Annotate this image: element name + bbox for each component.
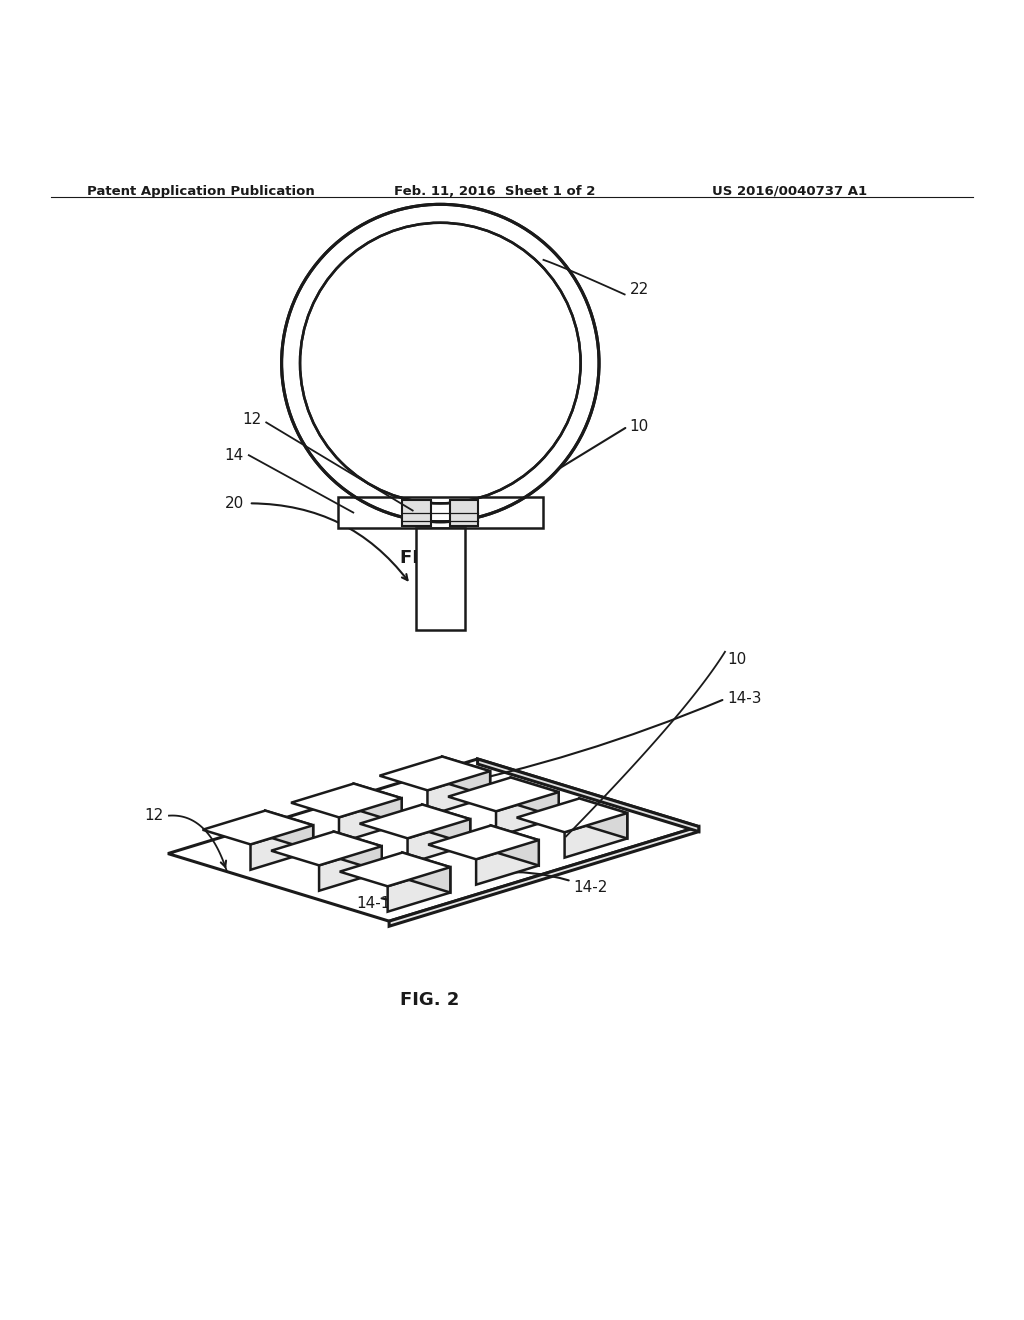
Polygon shape bbox=[477, 759, 698, 832]
Polygon shape bbox=[427, 771, 490, 816]
Text: 14: 14 bbox=[353, 859, 373, 874]
Polygon shape bbox=[511, 777, 559, 817]
Text: 10: 10 bbox=[727, 652, 746, 668]
Polygon shape bbox=[168, 759, 698, 921]
Polygon shape bbox=[408, 820, 470, 863]
Polygon shape bbox=[496, 792, 559, 837]
Text: US 2016/0040737 A1: US 2016/0040737 A1 bbox=[712, 185, 866, 198]
Polygon shape bbox=[340, 853, 451, 886]
Polygon shape bbox=[580, 799, 628, 838]
Text: FIG. 1: FIG. 1 bbox=[400, 549, 460, 566]
Text: 12: 12 bbox=[242, 412, 261, 426]
Polygon shape bbox=[380, 756, 490, 791]
Text: Feb. 11, 2016  Sheet 1 of 2: Feb. 11, 2016 Sheet 1 of 2 bbox=[394, 185, 596, 198]
Text: 22: 22 bbox=[630, 281, 649, 297]
Circle shape bbox=[283, 206, 598, 520]
Polygon shape bbox=[388, 867, 451, 912]
Text: 12: 12 bbox=[144, 808, 164, 824]
Text: 10: 10 bbox=[630, 418, 649, 434]
Text: Patent Application Publication: Patent Application Publication bbox=[87, 185, 314, 198]
Polygon shape bbox=[422, 804, 470, 845]
Polygon shape bbox=[251, 825, 313, 870]
Polygon shape bbox=[265, 810, 313, 850]
Polygon shape bbox=[319, 846, 382, 891]
Polygon shape bbox=[442, 756, 490, 796]
Polygon shape bbox=[291, 784, 401, 817]
Polygon shape bbox=[389, 826, 698, 927]
Polygon shape bbox=[517, 799, 628, 832]
Polygon shape bbox=[339, 799, 401, 842]
Text: FIG. 2: FIG. 2 bbox=[400, 991, 460, 1008]
Text: 14: 14 bbox=[224, 447, 244, 463]
Text: 14-2: 14-2 bbox=[573, 880, 608, 895]
Text: 14-3: 14-3 bbox=[727, 692, 762, 706]
Polygon shape bbox=[490, 825, 539, 866]
Text: 14-1: 14-1 bbox=[356, 896, 391, 911]
Text: 20: 20 bbox=[224, 496, 244, 511]
Polygon shape bbox=[449, 777, 559, 812]
Polygon shape bbox=[353, 784, 401, 824]
Polygon shape bbox=[359, 804, 470, 838]
Polygon shape bbox=[428, 825, 539, 859]
Polygon shape bbox=[476, 840, 539, 884]
Polygon shape bbox=[203, 810, 313, 845]
Polygon shape bbox=[402, 500, 431, 525]
Polygon shape bbox=[450, 500, 478, 525]
Polygon shape bbox=[564, 813, 628, 858]
Polygon shape bbox=[338, 498, 543, 528]
Polygon shape bbox=[416, 528, 465, 631]
Polygon shape bbox=[402, 853, 451, 892]
Polygon shape bbox=[271, 832, 382, 866]
Polygon shape bbox=[334, 832, 382, 871]
